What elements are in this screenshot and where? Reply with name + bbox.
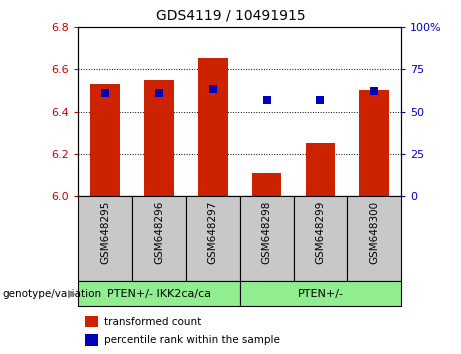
Bar (132, 196, 186, 281)
Text: GSM648299: GSM648299 (315, 201, 325, 264)
Text: transformed count: transformed count (104, 316, 201, 326)
Bar (306, 143, 335, 196)
Point (209, 87, 217, 92)
Point (101, 90, 109, 96)
Point (155, 90, 163, 96)
Text: PTEN+/-: PTEN+/- (297, 289, 343, 299)
Point (371, 88, 378, 94)
Bar (360, 90, 389, 196)
Bar (347, 196, 401, 281)
Text: percentile rank within the sample: percentile rank within the sample (104, 335, 280, 345)
Text: genotype/variation: genotype/variation (2, 289, 101, 299)
Bar (90, 84, 120, 196)
Bar (240, 196, 294, 281)
Text: GSM648297: GSM648297 (208, 201, 218, 264)
Point (263, 97, 270, 102)
Text: ▶: ▶ (68, 289, 76, 299)
Text: GSM648296: GSM648296 (154, 201, 164, 264)
Text: PTEN+/- IKK2ca/ca: PTEN+/- IKK2ca/ca (107, 289, 211, 299)
Text: GSM648295: GSM648295 (100, 201, 110, 264)
Bar (78, 196, 132, 281)
Bar (252, 173, 281, 196)
Bar (78, 281, 240, 306)
Bar (240, 281, 401, 306)
Bar (85, 334, 98, 346)
Bar (198, 58, 228, 196)
Bar (294, 196, 347, 281)
Text: GSM648300: GSM648300 (369, 201, 379, 264)
Point (317, 97, 324, 102)
Bar (186, 196, 240, 281)
Text: GDS4119 / 10491915: GDS4119 / 10491915 (156, 9, 305, 23)
Text: GSM648298: GSM648298 (261, 201, 272, 264)
Bar (85, 316, 98, 327)
Bar (144, 80, 174, 196)
